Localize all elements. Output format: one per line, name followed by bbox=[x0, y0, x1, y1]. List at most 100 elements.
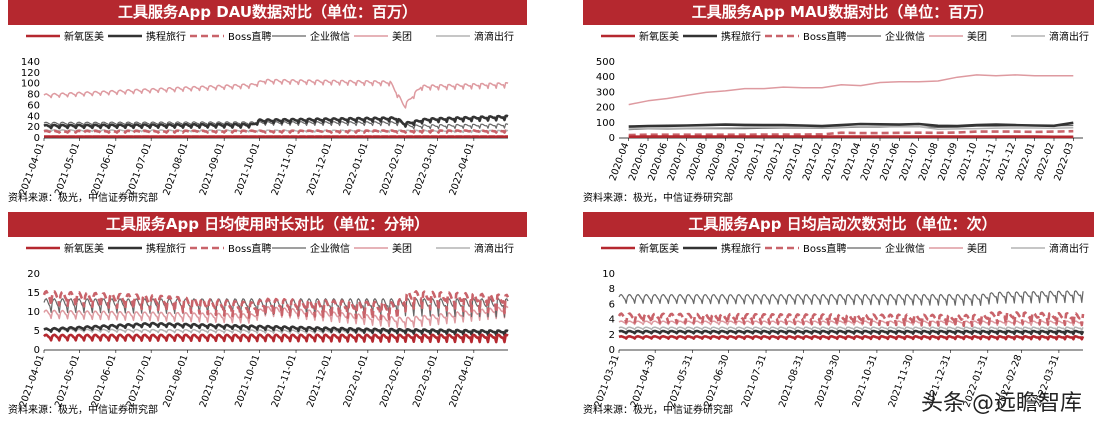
y-tick-label: 100 bbox=[21, 79, 40, 90]
y-tick-label: 2 bbox=[609, 330, 615, 341]
legend-label: Boss直聘 bbox=[803, 242, 846, 255]
source-note: 资料来源：极光，中信证券研究部 bbox=[583, 405, 733, 416]
y-tick-label: 15 bbox=[27, 288, 40, 299]
legend-label: 企业微信 bbox=[310, 30, 350, 43]
legend-label: Boss直聘 bbox=[228, 242, 271, 255]
x-tick-label: 2021-07-31 bbox=[740, 353, 769, 409]
series-line bbox=[43, 333, 509, 344]
series-line bbox=[43, 321, 509, 337]
legend: 新氧医美 携程旅行 Boss直聘 企业微信 美团 滴滴出行 bbox=[601, 30, 1089, 43]
series-line bbox=[43, 305, 509, 329]
chart-svg: 新氧医美 携程旅行 Boss直聘 企业微信 美团 滴滴出行051015202021-04-… bbox=[18, 242, 514, 409]
source-note: 资料来源：极光，中信证券研究部 bbox=[583, 193, 733, 204]
chart-panel-mau: 工具服务App MAU数据对比（单位：百万） 新氧医美 携程旅行 Boss直聘 企业微… bbox=[583, 0, 1094, 205]
series-line bbox=[628, 74, 1074, 106]
y-tick-label: 500 bbox=[596, 57, 615, 68]
x-tick-label: 2022-04-01 bbox=[447, 141, 476, 197]
legend-label: 美团 bbox=[392, 242, 412, 255]
legend-label: 美团 bbox=[967, 30, 987, 43]
chart-title: 工具服务App 日均启动次数对比（单位：次） bbox=[583, 212, 1094, 237]
legend-label: 滴滴出行 bbox=[1049, 30, 1089, 43]
legend-label: 新氧医美 bbox=[639, 30, 679, 43]
legend-label: Boss直聘 bbox=[803, 30, 846, 43]
y-tick-label: 4 bbox=[609, 315, 615, 326]
x-tick-label: 2022-02-01 bbox=[378, 353, 407, 409]
y-tick-label: 20 bbox=[27, 122, 40, 133]
series-line bbox=[618, 320, 1084, 327]
legend: 新氧医美 携程旅行 Boss直聘 企业微信 美团 滴滴出行 bbox=[26, 30, 514, 43]
source-note: 资料来源：极光，中信证券研究部 bbox=[8, 405, 158, 416]
y-tick-label: 8 bbox=[609, 284, 615, 295]
chart-panel-launch-count: 工具服务App 日均启动次数对比（单位：次） 新氧医美 携程旅行 Boss直聘 企业微… bbox=[583, 212, 1094, 417]
y-tick-label: 0 bbox=[609, 133, 615, 144]
chart-panel-usage-time: 工具服务App 日均使用时长对比（单位：分钟） 新氧医美 携程旅行 Boss直聘 企业… bbox=[8, 212, 533, 417]
chart-panel-dau: 工具服务App DAU数据对比（单位：百万） 新氧医美 携程旅行 Boss直聘 企业微… bbox=[8, 0, 533, 205]
x-tick-label: 2022-03-01 bbox=[411, 353, 440, 409]
y-tick-label: 0 bbox=[609, 345, 615, 356]
x-tick-label: 2021-11-01 bbox=[270, 141, 299, 197]
source-note: 资料来源：极光，中信证券研究部 bbox=[8, 193, 158, 204]
legend-label: 新氧医美 bbox=[64, 30, 104, 43]
y-tick-label: 0 bbox=[34, 345, 40, 356]
legend-label: 滴滴出行 bbox=[474, 242, 514, 255]
series-line bbox=[617, 310, 1085, 328]
legend-label: 美团 bbox=[392, 30, 412, 43]
y-tick-label: 5 bbox=[34, 326, 40, 337]
legend: 新氧医美 携程旅行 Boss直聘 企业微信 美团 滴滴出行 bbox=[26, 242, 514, 255]
series-line bbox=[618, 290, 1084, 306]
legend-label: 滴滴出行 bbox=[474, 30, 514, 43]
y-tick-label: 300 bbox=[596, 87, 615, 98]
legend-label: 携程旅行 bbox=[721, 30, 761, 43]
x-tick-label: 2021-11-30 bbox=[887, 353, 916, 409]
series-line bbox=[618, 326, 1084, 331]
x-tick-label: 2022-04-01 bbox=[447, 353, 476, 409]
series-line bbox=[618, 335, 1085, 341]
chart-title: 工具服务App 日均使用时长对比（单位：分钟） bbox=[8, 212, 527, 237]
legend-label: Boss直聘 bbox=[228, 30, 271, 43]
series-line bbox=[628, 129, 1074, 137]
legend-label: 新氧医美 bbox=[64, 242, 104, 255]
legend-label: 携程旅行 bbox=[146, 30, 186, 43]
series-line bbox=[618, 329, 1085, 336]
y-tick-label: 10 bbox=[602, 269, 615, 280]
watermark: 头条 @远瞻智库 bbox=[921, 391, 1082, 416]
y-tick-label: 140 bbox=[21, 57, 40, 68]
y-tick-label: 6 bbox=[609, 299, 615, 310]
legend-label: 企业微信 bbox=[885, 30, 925, 43]
chart-svg: 新氧医美 携程旅行 Boss直聘 企业微信 美团 滴滴出行02468102021-03-3… bbox=[593, 242, 1089, 409]
y-tick-label: 40 bbox=[27, 111, 40, 122]
chart-title: 工具服务App DAU数据对比（单位：百万） bbox=[8, 0, 527, 25]
x-tick-label: 2022-01-01 bbox=[341, 141, 370, 197]
series-line bbox=[628, 121, 1074, 128]
series-line bbox=[628, 125, 1074, 130]
series-line bbox=[43, 129, 509, 134]
series-line bbox=[42, 290, 510, 321]
x-tick-label: 2021-08-01 bbox=[161, 141, 190, 197]
chart-svg: 新氧医美 携程旅行 Boss直聘 企业微信 美团 滴滴出行 0 100 200 300 400 500… bbox=[596, 30, 1089, 182]
x-tick-label: 2021-11-01 bbox=[270, 353, 299, 409]
x-tick-label: 2021-08-01 bbox=[161, 353, 190, 409]
x-tick-label: 2021-12-01 bbox=[305, 353, 334, 409]
y-tick-label: 400 bbox=[596, 72, 615, 83]
legend-label: 美团 bbox=[967, 242, 987, 255]
x-tick-label: 2021-10-31 bbox=[851, 353, 880, 409]
y-tick-label: 20 bbox=[27, 269, 40, 280]
legend-label: 企业微信 bbox=[885, 242, 925, 255]
x-tick-label: 2021-12-01 bbox=[305, 141, 334, 197]
x-tick-label: 2022-03-01 bbox=[411, 141, 440, 197]
legend-label: 携程旅行 bbox=[721, 242, 761, 255]
legend-label: 携程旅行 bbox=[146, 242, 186, 255]
x-tick-label: 2021-09-01 bbox=[198, 353, 227, 409]
chart-svg: 新氧医美 携程旅行 Boss直聘 企业微信 美团 滴滴出行 0204060801001201… bbox=[18, 30, 514, 197]
x-tick-label: 2021-08-31 bbox=[777, 353, 806, 409]
legend-label: 新氧医美 bbox=[639, 242, 679, 255]
y-tick-label: 80 bbox=[27, 90, 40, 101]
x-tick-label: 2022-01-01 bbox=[341, 353, 370, 409]
legend: 新氧医美 携程旅行 Boss直聘 企业微信 美团 滴滴出行 bbox=[601, 242, 1089, 255]
series-line bbox=[43, 78, 509, 109]
y-tick-label: 100 bbox=[596, 118, 615, 129]
y-tick-label: 0 bbox=[34, 133, 40, 144]
x-tick-label: 2021-09-30 bbox=[813, 353, 842, 409]
series-line bbox=[43, 114, 509, 130]
y-tick-label: 10 bbox=[27, 307, 40, 318]
